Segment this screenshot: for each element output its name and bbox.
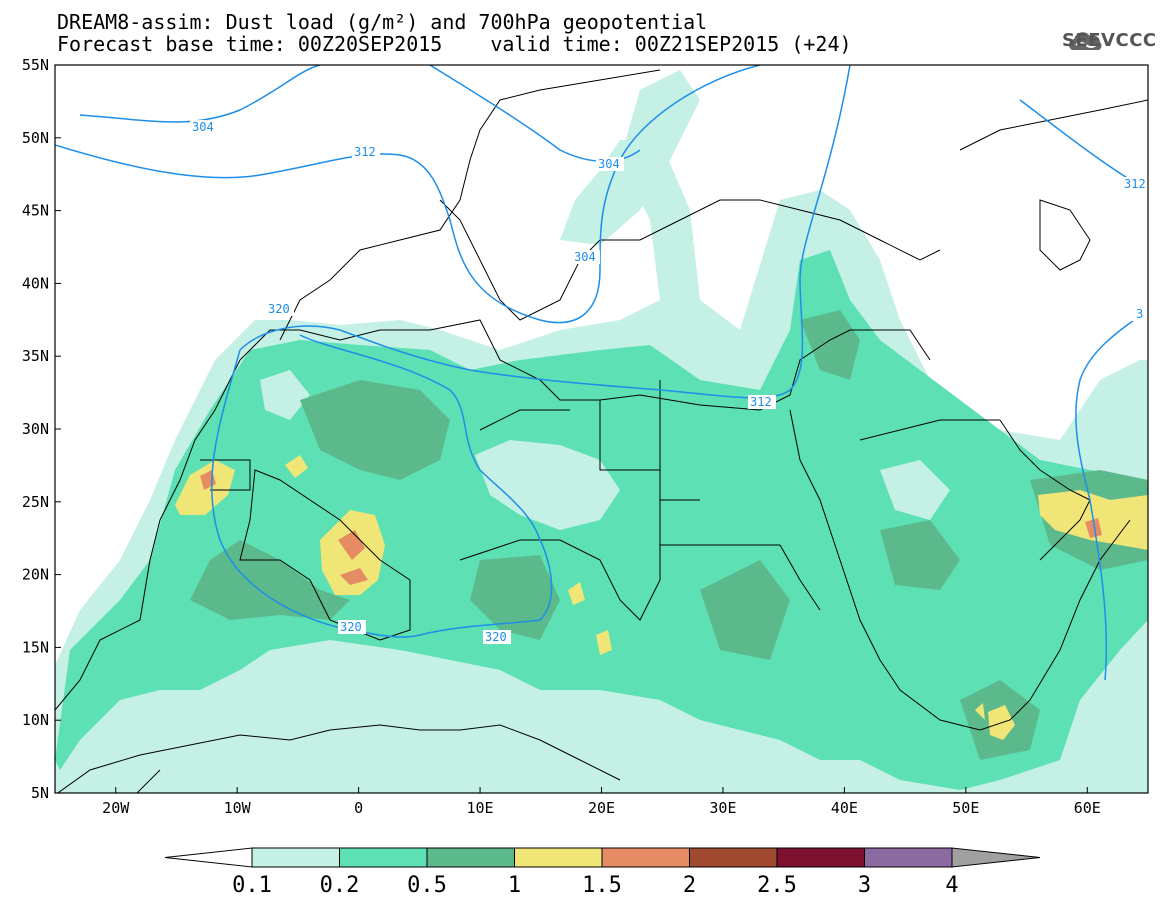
dust-band-0.2: [55, 250, 1148, 790]
base-time: Forecast base time: 00Z20SEP2015: [57, 32, 443, 56]
coastlines: [55, 69, 1148, 793]
valid-time: valid time: 00Z21SEP2015 (+24): [490, 32, 852, 56]
map-title: DREAM8-assim: Dust load (g/m²) and 700hP…: [57, 10, 708, 34]
colorbar-label: 2.5: [757, 873, 797, 898]
colorbar-swatch: [864, 847, 953, 868]
lat-tick-label: 5N: [31, 784, 49, 802]
contour-label: 312: [354, 145, 376, 159]
lat-tick-label: 20N: [22, 566, 49, 584]
lat-tick-label: 10N: [22, 711, 49, 729]
latitude-axis: 55N 50N 45N 40N 35N 30N 25N 20N 15N 10N 5N: [22, 56, 61, 802]
map-subtitle: Forecast base time: 00Z20SEP2015 valid ti…: [57, 33, 852, 55]
colorbar-swatch: [776, 847, 865, 868]
lat-tick-label: 45N: [22, 202, 49, 220]
colorbar-label: 2: [683, 873, 696, 898]
colorbar-label: 1: [508, 873, 521, 898]
colorbar-swatch: [426, 847, 515, 868]
contour-label: 304: [598, 157, 620, 171]
lon-tick-label: 10W: [224, 799, 252, 817]
colorbar-over-arrow: [951, 847, 1041, 868]
colorbar-label: 3: [858, 873, 871, 898]
seevccc-logo-text: SEEVCCC: [1062, 30, 1157, 51]
colorbar-label: 1.5: [582, 873, 622, 898]
lon-tick-label: 30E: [709, 799, 736, 817]
longitude-axis: 20W 10W 0 10E 20E 30E 40E 50E 60E: [102, 787, 1101, 817]
contour-label: 3: [1136, 307, 1143, 321]
colorbar-under-arrow: [164, 847, 253, 868]
contour-labels: 304 312 304 304 312 320 320 320 312 3: [190, 120, 1148, 644]
lat-tick-label: 25N: [22, 493, 49, 511]
lat-tick-label: 40N: [22, 274, 49, 292]
colorbar-swatch: [251, 847, 340, 868]
lon-tick-label: 20W: [102, 799, 130, 817]
colorbar-label: 4: [945, 873, 958, 898]
colorbar-label: 0.1: [232, 873, 272, 898]
contour-label: 320: [485, 630, 507, 644]
contour-label: 304: [574, 250, 596, 264]
lon-tick-label: 60E: [1074, 799, 1101, 817]
lat-tick-label: 55N: [22, 56, 49, 74]
lat-tick-label: 50N: [22, 129, 49, 147]
dust-field: [55, 70, 1148, 793]
colorbar-label: 0.2: [320, 873, 360, 898]
lon-tick-label: 10E: [467, 799, 494, 817]
colorbar-swatch: [514, 847, 603, 868]
lat-tick-label: 30N: [22, 420, 49, 438]
colorbar: 0.1 0.2 0.5 1 1.5 2 2.5 3 4: [164, 847, 1041, 898]
contour-label: 304: [192, 120, 214, 134]
colorbar-swatch: [601, 847, 690, 868]
colorbar-label: 0.5: [407, 873, 447, 898]
contour-label: 320: [340, 620, 362, 634]
lon-tick-label: 20E: [588, 799, 615, 817]
contour-label: 320: [268, 302, 290, 316]
lat-tick-label: 35N: [22, 347, 49, 365]
dust-band-1.5: [338, 530, 365, 560]
colorbar-swatch: [339, 847, 428, 868]
lon-tick-label: 0: [354, 799, 363, 817]
contour-label: 312: [750, 395, 772, 409]
seevccc-cloud-icon: [1069, 32, 1102, 50]
lat-tick-label: 15N: [22, 638, 49, 656]
lon-tick-label: 40E: [831, 799, 858, 817]
lon-tick-label: 50E: [952, 799, 979, 817]
colorbar-swatch: [689, 847, 778, 868]
contour-label: 312: [1124, 177, 1146, 191]
